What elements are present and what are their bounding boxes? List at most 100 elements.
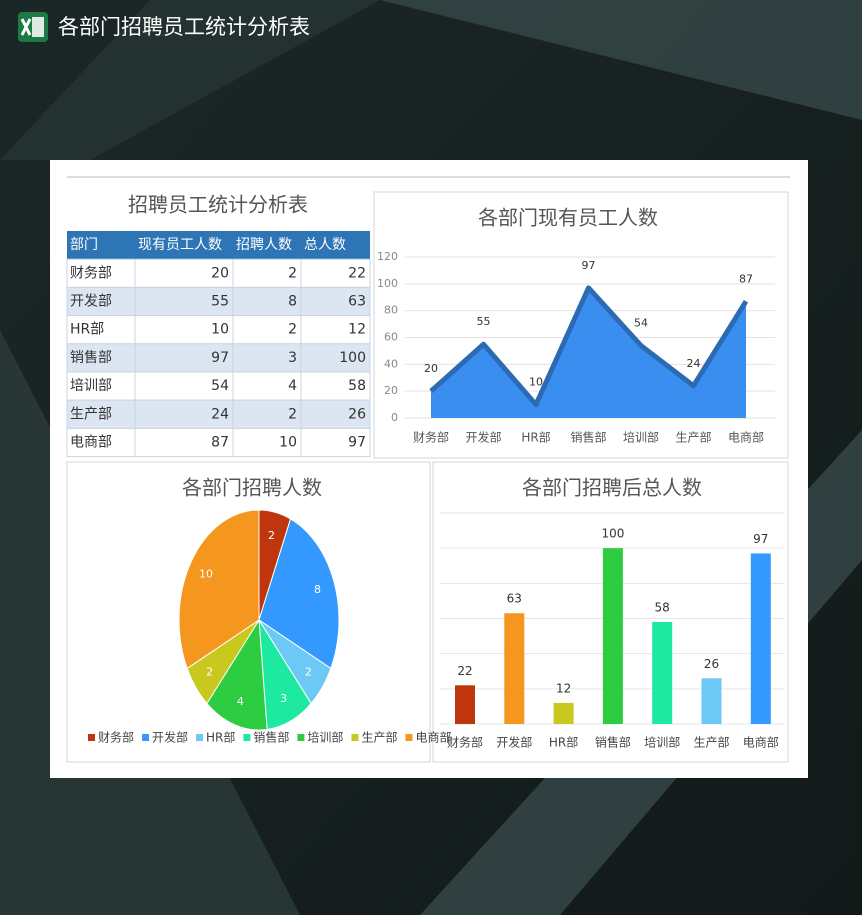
table-cell: 2 — [288, 406, 297, 422]
x-tick-label: HR部 — [521, 430, 550, 445]
bar — [455, 685, 475, 724]
x-tick-label: 销售部 — [570, 430, 606, 445]
chart-title: 各部门招聘后总人数 — [522, 476, 702, 500]
value-label: 58 — [655, 601, 670, 615]
slice-label: 3 — [280, 692, 287, 705]
y-tick-label: 0 — [391, 411, 398, 424]
table-cell: 97 — [348, 435, 366, 451]
bar — [602, 548, 623, 724]
table-header-bg — [67, 231, 370, 260]
x-tick-label: 财务部 — [413, 430, 449, 445]
slice-label: 10 — [199, 568, 213, 581]
legend-swatch — [297, 734, 305, 741]
bar — [652, 622, 673, 724]
table-cell: 4 — [288, 378, 297, 394]
table-cell: 20 — [211, 265, 229, 281]
x-tick-label: 财务部 — [447, 735, 483, 750]
bar — [750, 553, 771, 724]
value-label: 97 — [582, 259, 596, 272]
chart-title: 各部门招聘人数 — [182, 476, 322, 500]
y-tick-label: 60 — [384, 331, 398, 344]
chart-frame — [66, 461, 431, 763]
value-label: 55 — [477, 315, 491, 328]
legend-swatch — [405, 734, 413, 741]
x-tick-label: 销售部 — [595, 735, 631, 750]
table-cell: 3 — [288, 350, 297, 366]
table-cell: 10 — [211, 322, 229, 338]
table-cell: 8 — [288, 294, 297, 310]
table-cell: 销售部 — [70, 350, 112, 366]
value-label: 10 — [529, 376, 543, 389]
table-row — [66, 343, 371, 373]
table-header: 招聘人数 — [236, 237, 292, 253]
table-cell: 2 — [288, 265, 297, 281]
legend-label: HR部 — [206, 730, 235, 745]
x-tick-label: 培训部 — [623, 430, 659, 445]
page-title: 各部门招聘员工统计分析表 — [58, 15, 310, 39]
chart-frame — [432, 461, 789, 763]
x-tick-label: 电商部 — [728, 430, 764, 445]
table-title: 招聘员工统计分析表 — [128, 193, 308, 217]
x-tick-label: 培训部 — [644, 735, 680, 750]
area — [431, 287, 746, 418]
table-cell: 24 — [211, 406, 229, 422]
table-cell: 培训部 — [70, 378, 112, 394]
x-tick-label: 开发部 — [496, 735, 532, 750]
legend-label: 财务部 — [98, 730, 134, 745]
table-cell: 财务部 — [70, 265, 112, 281]
table-cell: 63 — [348, 294, 366, 310]
table-cell: 10 — [279, 435, 297, 451]
x-tick-label: 生产部 — [675, 430, 711, 445]
value-label: 20 — [424, 362, 438, 375]
value-label: 26 — [704, 657, 719, 671]
value-label: 63 — [507, 592, 522, 606]
table-cell: 55 — [211, 294, 229, 310]
table-cell: 电商部 — [70, 435, 112, 451]
table-row — [66, 371, 371, 401]
bar — [701, 678, 722, 724]
table-cell: 12 — [348, 322, 366, 338]
table-cell: HR部 — [70, 322, 104, 338]
legend-label: 生产部 — [361, 730, 397, 745]
line — [429, 285, 749, 408]
table-cell: 100 — [339, 350, 366, 366]
x-tick-label: 开发部 — [465, 430, 501, 445]
table-cell: 54 — [211, 378, 229, 394]
table-cell: 生产部 — [70, 406, 112, 422]
table-row — [66, 286, 371, 317]
pie-slice — [258, 518, 340, 670]
table-row — [66, 399, 371, 429]
value-label: 12 — [556, 681, 571, 695]
y-tick-label: 120 — [377, 250, 398, 263]
chart-frame — [373, 191, 789, 459]
legend-label: 电商部 — [415, 730, 451, 745]
slice-label: 2 — [305, 666, 312, 679]
table-header: 部门 — [70, 237, 98, 253]
legend-swatch — [351, 734, 359, 741]
legend-label: 开发部 — [152, 730, 188, 745]
slice-label: 2 — [268, 529, 275, 542]
table-cell: 87 — [211, 435, 229, 451]
table-cell: 26 — [348, 406, 366, 422]
legend-swatch — [196, 734, 204, 741]
slice-label: 4 — [237, 695, 244, 708]
slice-label: 8 — [314, 583, 321, 596]
legend-label: 培训部 — [307, 730, 343, 745]
value-label: 87 — [739, 272, 753, 285]
table-cell: 2 — [288, 322, 297, 338]
value-label: 54 — [634, 317, 648, 330]
y-tick-label: 80 — [384, 304, 398, 317]
bar — [553, 702, 574, 724]
excel-icon-x — [20, 18, 32, 36]
legend-swatch — [243, 734, 251, 741]
excel-icon-sheet — [32, 17, 44, 37]
legend-swatch — [142, 734, 150, 741]
chart-title: 各部门现有员工人数 — [478, 206, 658, 230]
table-cell: 开发部 — [70, 294, 112, 310]
value-label: 100 — [601, 527, 624, 541]
bg-shape — [0, 0, 380, 160]
legend-label: 销售部 — [253, 730, 289, 745]
pie-slice — [206, 618, 268, 731]
value-label: 97 — [753, 532, 768, 546]
